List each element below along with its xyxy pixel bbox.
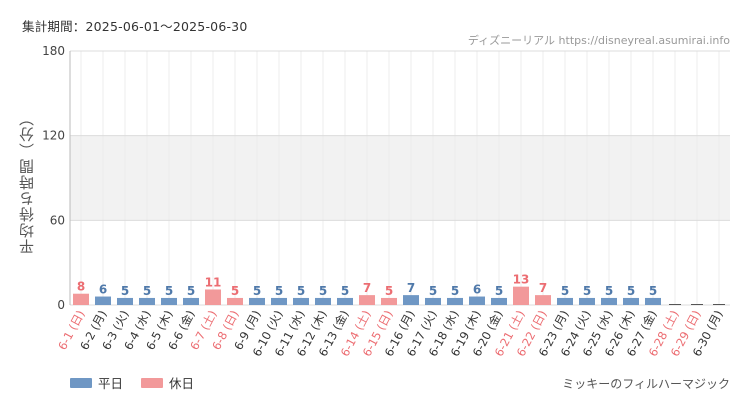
data-label: 5 — [385, 284, 393, 298]
data-label: 5 — [341, 284, 349, 298]
data-label: 5 — [187, 284, 195, 298]
source-credit: ディズニーリアル https://disneyreal.asumirai.inf… — [467, 34, 730, 47]
data-label: 5 — [561, 284, 569, 298]
bar — [139, 297, 155, 305]
data-label: 7 — [407, 281, 415, 295]
bar — [161, 297, 177, 305]
bar — [293, 297, 309, 305]
legend-weekday-label: 平日 — [98, 376, 124, 391]
legend-holiday: 休日 — [141, 373, 194, 392]
data-label: 5 — [605, 284, 613, 298]
data-label: 5 — [627, 284, 635, 298]
y-tick-label: 120 — [42, 129, 65, 143]
bar — [381, 297, 397, 305]
bar — [447, 297, 463, 305]
legend-weekday: 平日 — [70, 373, 123, 392]
data-label: 5 — [451, 284, 459, 298]
data-label: 5 — [429, 284, 437, 298]
y-tick-label: 0 — [57, 298, 65, 312]
attraction-name: ミッキーのフィルハーマジック — [562, 377, 730, 391]
data-label: 13 — [513, 273, 530, 287]
legend-holiday-label: 休日 — [169, 376, 195, 391]
data-label: 5 — [583, 284, 591, 298]
bar — [469, 296, 485, 305]
data-label: 5 — [165, 284, 173, 298]
bar — [403, 295, 419, 305]
data-label: 8 — [77, 280, 85, 294]
aggregation-period: 集計期間：2025-06-01～2025-06-30 — [22, 19, 248, 34]
bar — [117, 297, 133, 305]
bar — [557, 297, 573, 305]
y-band — [70, 135, 730, 221]
data-label: 5 — [495, 284, 503, 298]
bar — [337, 297, 353, 305]
bar — [425, 297, 441, 305]
bar — [249, 297, 265, 305]
bar — [579, 297, 595, 305]
bar — [73, 293, 89, 305]
data-label: 7 — [363, 281, 371, 295]
weekday-swatch — [70, 377, 92, 388]
bar — [623, 297, 639, 305]
bar — [271, 297, 287, 305]
bar — [645, 297, 661, 305]
holiday-swatch — [141, 377, 164, 388]
data-label: 5 — [319, 284, 327, 298]
bar — [315, 297, 331, 305]
data-label: 11 — [205, 275, 222, 289]
data-label: 6 — [473, 283, 481, 297]
bar — [359, 295, 375, 305]
bar — [513, 286, 529, 305]
data-label: 5 — [275, 284, 283, 298]
data-label: 5 — [143, 284, 151, 298]
data-label: 5 — [231, 284, 239, 298]
bar — [491, 297, 507, 305]
data-label: 5 — [297, 284, 305, 298]
bar — [535, 295, 551, 305]
legend: 平日 休日 — [70, 373, 194, 392]
data-label: 6 — [99, 283, 107, 297]
bar — [601, 297, 617, 305]
data-label: 5 — [253, 284, 261, 298]
y-tick-label: 180 — [42, 44, 65, 58]
bar — [227, 297, 243, 305]
data-label: 5 — [121, 284, 129, 298]
bar — [205, 289, 221, 305]
bar — [183, 297, 199, 305]
bar — [95, 296, 111, 305]
y-tick-label: 60 — [50, 213, 65, 227]
data-label: 5 — [649, 284, 657, 298]
data-label: 7 — [539, 281, 547, 295]
